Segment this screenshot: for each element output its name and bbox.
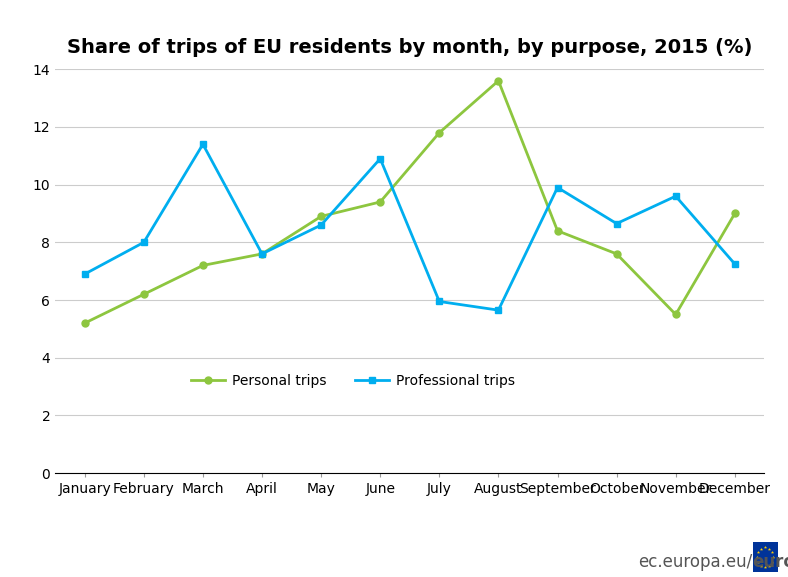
Legend: Personal trips, Professional trips: Personal trips, Professional trips: [185, 368, 521, 394]
Text: eurostat: eurostat: [753, 553, 788, 571]
Text: ec.europa.eu/: ec.europa.eu/: [638, 553, 753, 571]
Title: Share of trips of EU residents by month, by purpose, 2015 (%): Share of trips of EU residents by month,…: [67, 38, 753, 57]
